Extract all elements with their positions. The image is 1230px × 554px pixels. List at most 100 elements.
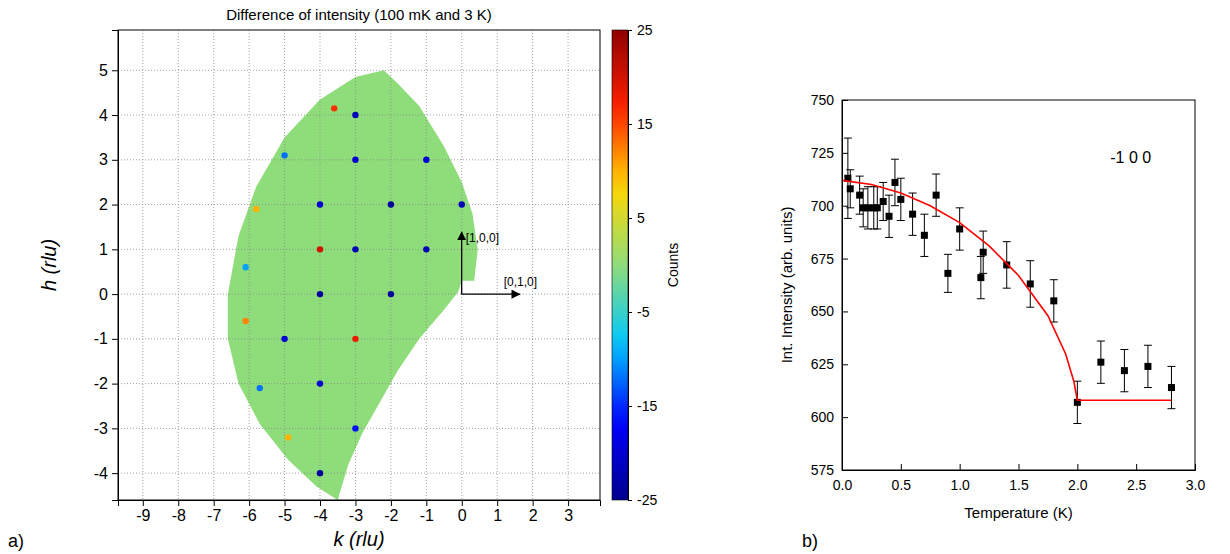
grid-line	[118, 204, 600, 205]
tick-label: 2	[529, 507, 538, 524]
direction-arrow	[462, 293, 520, 294]
error-bar-cap	[1144, 387, 1152, 388]
tick-label: -5	[637, 304, 650, 320]
error-bar-cap	[979, 231, 987, 232]
tick: 1	[99, 241, 118, 258]
fit-line	[842, 180, 1171, 400]
tick: -3	[349, 500, 363, 524]
tick: 2.5	[1127, 464, 1147, 493]
error-bar	[920, 214, 928, 256]
tick-label: 25	[637, 22, 653, 38]
tick: 5	[99, 62, 118, 79]
peak	[331, 105, 337, 111]
tick-mark	[497, 500, 498, 506]
tick-mark	[1195, 464, 1196, 470]
tick-label: -3	[94, 420, 108, 437]
tick: 25	[628, 22, 653, 38]
error-bar	[1167, 366, 1175, 408]
data-point	[921, 232, 928, 239]
data-point	[956, 225, 963, 232]
y-axis-title: h (rlu)	[38, 239, 60, 291]
tick-label: -5	[278, 507, 292, 524]
tick: 575	[811, 462, 848, 478]
colorbar-axis-line	[629, 31, 633, 501]
error-bar-cap	[956, 250, 964, 251]
tick-label: 1	[99, 241, 108, 258]
tick-label: 2.0	[1068, 477, 1088, 493]
tick-mark	[842, 470, 848, 471]
tick-mark	[112, 249, 118, 250]
tick: 15	[628, 116, 653, 132]
y-axis-line	[112, 31, 119, 501]
data-point	[1003, 261, 1010, 268]
tick-label: -6	[243, 507, 257, 524]
error-bar	[1050, 280, 1058, 322]
tick-label: -9	[136, 507, 150, 524]
tick: 600	[811, 409, 848, 425]
tick: 4	[99, 107, 118, 124]
tick-label: 725	[811, 145, 835, 161]
data-point	[1050, 297, 1057, 304]
tick-label: -3	[349, 507, 363, 524]
error-bar-cap	[873, 228, 881, 229]
error-bar-cap	[844, 138, 852, 139]
error-bar-cap	[1097, 341, 1105, 342]
error-bar	[1144, 345, 1152, 387]
tick: 625	[811, 356, 848, 372]
tick-mark	[112, 70, 118, 71]
tick-mark	[842, 153, 848, 154]
peak	[459, 201, 465, 207]
data-point	[880, 198, 887, 205]
peak	[281, 336, 287, 342]
x-axis-line	[119, 501, 601, 507]
tick-mark	[1136, 464, 1137, 470]
error-bar-cap	[1144, 345, 1152, 346]
peak	[317, 246, 323, 252]
colorbar	[612, 30, 628, 500]
data-point	[891, 179, 898, 186]
tick: 2	[529, 500, 538, 524]
grid-line	[118, 159, 600, 160]
figure: -9-8-7-6-5-4-3-2-10123-4-3-2-1012345Diff…	[0, 0, 1230, 554]
tick-mark	[628, 312, 632, 313]
tick-label: 0	[458, 507, 467, 524]
tick-label: -2	[384, 507, 398, 524]
grid-line	[497, 30, 498, 500]
error-bar	[1097, 341, 1105, 383]
peak	[317, 470, 323, 476]
grid-line	[142, 30, 143, 500]
tick-label: 0.5	[892, 477, 912, 493]
error-bar-cap	[1120, 349, 1128, 350]
panel-scatter: 0.00.51.01.52.02.53.05756006256506757007…	[778, 92, 1205, 551]
grid-line	[532, 30, 533, 500]
error-bar	[956, 208, 964, 250]
grid-line	[118, 70, 600, 71]
tick-mark	[178, 500, 179, 506]
tick: 750	[811, 92, 848, 108]
tick-mark	[112, 205, 118, 206]
tick: 1.0	[950, 464, 970, 493]
tick-mark	[842, 100, 848, 101]
error-bar-cap	[1097, 383, 1105, 384]
peak	[352, 425, 358, 431]
grid-line	[568, 30, 569, 500]
annotation: [1,0,0]	[466, 231, 499, 245]
tick-mark	[960, 464, 961, 470]
peak	[352, 157, 358, 163]
error-bar-cap	[1120, 391, 1128, 392]
peak	[281, 152, 287, 158]
tick: 3.0	[1186, 464, 1206, 493]
panel-label: b)	[802, 531, 818, 551]
error-bar-cap	[891, 159, 899, 160]
tick-mark	[112, 160, 118, 161]
grid-line	[118, 338, 600, 339]
peak	[253, 206, 259, 212]
tick-mark	[391, 500, 392, 506]
tick-mark	[285, 500, 286, 506]
error-bar-cap	[891, 205, 899, 206]
error-bar-cap	[856, 176, 864, 177]
tick-label: -25	[637, 492, 657, 508]
tick-mark	[628, 500, 632, 501]
peak	[317, 291, 323, 297]
peak	[388, 291, 394, 297]
